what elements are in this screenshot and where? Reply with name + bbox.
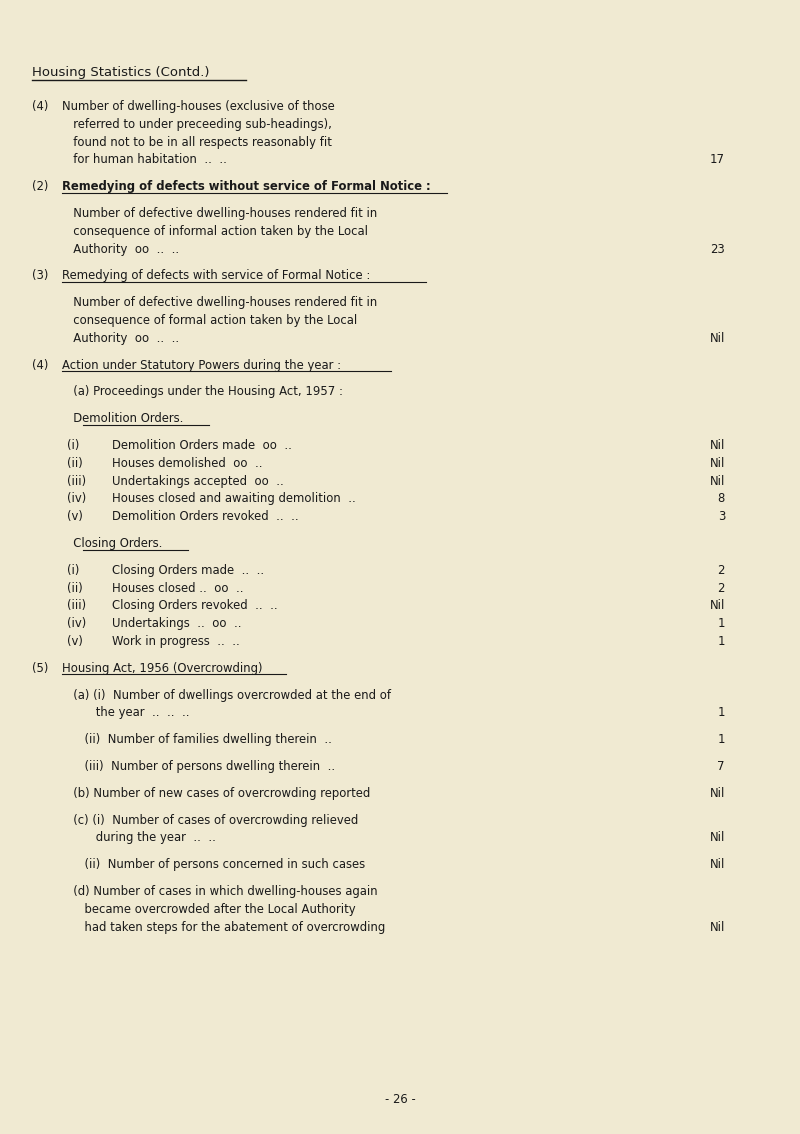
Text: Houses demolished  oo  ..: Houses demolished oo ..: [112, 457, 262, 469]
Text: 17: 17: [710, 153, 725, 167]
Text: (a) (i)  Number of dwellings overcrowded at the end of: (a) (i) Number of dwellings overcrowded …: [62, 688, 391, 702]
Text: Nil: Nil: [710, 831, 725, 845]
Text: Number of dwelling-houses (exclusive of those: Number of dwelling-houses (exclusive of …: [62, 100, 334, 113]
Text: Closing Orders revoked  ..  ..: Closing Orders revoked .. ..: [112, 600, 278, 612]
Text: Houses closed ..  oo  ..: Houses closed .. oo ..: [112, 582, 243, 594]
Text: during the year  ..  ..: during the year .. ..: [62, 831, 216, 845]
Text: (a) Proceedings under the Housing Act, 1957 :: (a) Proceedings under the Housing Act, 1…: [62, 386, 343, 398]
Text: Authority  oo  ..  ..: Authority oo .. ..: [62, 243, 179, 255]
Text: (iii)  Number of persons dwelling therein  ..: (iii) Number of persons dwelling therein…: [62, 760, 335, 773]
Text: Nil: Nil: [710, 332, 725, 345]
Text: (i): (i): [67, 564, 79, 577]
Text: (b) Number of new cases of overcrowding reported: (b) Number of new cases of overcrowding …: [62, 787, 370, 799]
Text: (5): (5): [32, 662, 48, 675]
Text: Nil: Nil: [710, 600, 725, 612]
Text: Remedying of defects with service of Formal Notice :: Remedying of defects with service of For…: [62, 270, 370, 282]
Text: became overcrowded after the Local Authority: became overcrowded after the Local Autho…: [62, 903, 356, 916]
Text: Closing Orders.: Closing Orders.: [62, 538, 162, 550]
Text: (i): (i): [67, 439, 79, 452]
Text: Number of defective dwelling-houses rendered fit in: Number of defective dwelling-houses rend…: [62, 208, 378, 220]
Text: Nil: Nil: [710, 858, 725, 871]
Text: consequence of informal action taken by the Local: consequence of informal action taken by …: [62, 225, 368, 238]
Text: (iii): (iii): [67, 600, 86, 612]
Text: referred to under preceeding sub-headings),: referred to under preceeding sub-heading…: [62, 118, 332, 130]
Text: (ii): (ii): [67, 457, 82, 469]
Text: - 26 -: - 26 -: [385, 1093, 415, 1106]
Text: Nil: Nil: [710, 921, 725, 933]
Text: Nil: Nil: [710, 439, 725, 452]
Text: 23: 23: [710, 243, 725, 255]
Text: (3): (3): [32, 270, 48, 282]
Text: Undertakings accepted  oo  ..: Undertakings accepted oo ..: [112, 475, 284, 488]
Text: (4): (4): [32, 100, 48, 113]
Text: 2: 2: [718, 582, 725, 594]
Text: Houses closed and awaiting demolition  ..: Houses closed and awaiting demolition ..: [112, 492, 356, 506]
Text: Housing Act, 1956 (Overcrowding): Housing Act, 1956 (Overcrowding): [62, 662, 262, 675]
Text: Demolition Orders made  oo  ..: Demolition Orders made oo ..: [112, 439, 292, 452]
Text: Undertakings  ..  oo  ..: Undertakings .. oo ..: [112, 617, 242, 631]
Text: found not to be in all respects reasonably fit: found not to be in all respects reasonab…: [62, 136, 332, 149]
Text: 1: 1: [718, 706, 725, 719]
Text: Demolition Orders revoked  ..  ..: Demolition Orders revoked .. ..: [112, 510, 298, 523]
Text: Nil: Nil: [710, 475, 725, 488]
Text: (4): (4): [32, 358, 48, 372]
Text: Housing Statistics (Contd.): Housing Statistics (Contd.): [32, 66, 210, 79]
Text: Authority  oo  ..  ..: Authority oo .. ..: [62, 332, 179, 345]
Text: Closing Orders made  ..  ..: Closing Orders made .. ..: [112, 564, 264, 577]
Text: (2): (2): [32, 180, 48, 193]
Text: 3: 3: [718, 510, 725, 523]
Text: Number of defective dwelling-houses rendered fit in: Number of defective dwelling-houses rend…: [62, 296, 378, 310]
Text: (d) Number of cases in which dwelling-houses again: (d) Number of cases in which dwelling-ho…: [62, 885, 378, 898]
Text: 1: 1: [718, 734, 725, 746]
Text: Action under Statutory Powers during the year :: Action under Statutory Powers during the…: [62, 358, 341, 372]
Text: (ii)  Number of families dwelling therein  ..: (ii) Number of families dwelling therein…: [62, 734, 332, 746]
Text: consequence of formal action taken by the Local: consequence of formal action taken by th…: [62, 314, 358, 327]
Text: (v): (v): [67, 510, 83, 523]
Text: 1: 1: [718, 617, 725, 631]
Text: (iv): (iv): [67, 492, 86, 506]
Text: 8: 8: [718, 492, 725, 506]
Text: Remedying of defects without service of Formal Notice :: Remedying of defects without service of …: [62, 180, 430, 193]
Text: 7: 7: [718, 760, 725, 773]
Text: Demolition Orders.: Demolition Orders.: [62, 412, 183, 425]
Text: (ii)  Number of persons concerned in such cases: (ii) Number of persons concerned in such…: [62, 858, 365, 871]
Text: Nil: Nil: [710, 787, 725, 799]
Text: had taken steps for the abatement of overcrowding: had taken steps for the abatement of ove…: [62, 921, 386, 933]
Text: the year  ..  ..  ..: the year .. .. ..: [62, 706, 190, 719]
Text: 2: 2: [718, 564, 725, 577]
Text: (v): (v): [67, 635, 83, 648]
Text: (c) (i)  Number of cases of overcrowding relieved: (c) (i) Number of cases of overcrowding …: [62, 813, 358, 827]
Text: (ii): (ii): [67, 582, 82, 594]
Text: 1: 1: [718, 635, 725, 648]
Text: Work in progress  ..  ..: Work in progress .. ..: [112, 635, 240, 648]
Text: (iii): (iii): [67, 475, 86, 488]
Text: Nil: Nil: [710, 457, 725, 469]
Text: (iv): (iv): [67, 617, 86, 631]
Text: for human habitation  ..  ..: for human habitation .. ..: [62, 153, 227, 167]
